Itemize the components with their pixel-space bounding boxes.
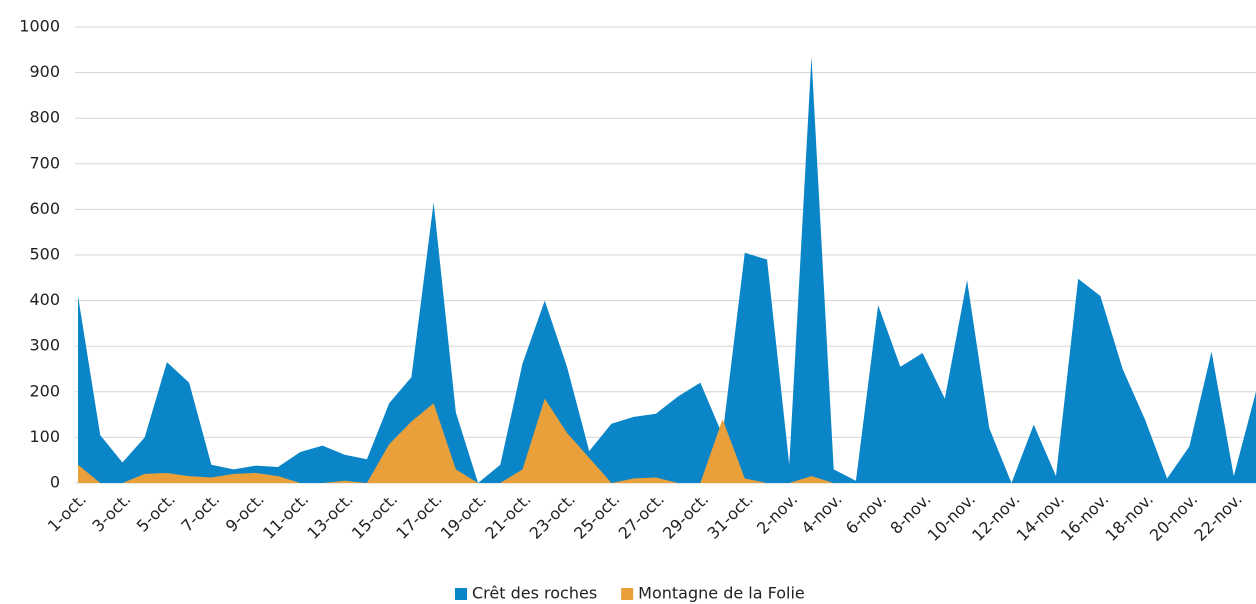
x-tick-label: 31-oct. — [704, 490, 757, 543]
y-tick-label: 700 — [29, 153, 60, 172]
legend-label: Montagne de la Folie — [638, 584, 805, 603]
y-tick-label: 800 — [29, 108, 60, 127]
x-tick-label: 3-oct. — [88, 490, 134, 536]
x-tick-label: 1-oct. — [44, 490, 90, 536]
x-tick-label: 18-nov. — [1101, 490, 1156, 545]
y-tick-label: 300 — [29, 336, 60, 355]
x-tick-label: 5-oct. — [133, 490, 179, 536]
x-tick-label: 25-oct. — [570, 490, 623, 543]
y-tick-label: 900 — [29, 62, 60, 81]
x-tick-label: 20-nov. — [1146, 490, 1201, 545]
y-tick-label: 0 — [50, 473, 60, 492]
x-tick-label: 21-oct. — [481, 490, 534, 543]
x-tick-label: 29-oct. — [659, 490, 712, 543]
x-tick-label: 12-nov. — [968, 490, 1023, 545]
x-tick-label: 15-oct. — [348, 490, 401, 543]
y-tick-label: 200 — [29, 381, 60, 400]
x-tick-label: 19-oct. — [437, 490, 490, 543]
x-tick-label: 14-nov. — [1013, 490, 1068, 545]
x-tick-label: 23-oct. — [526, 490, 579, 543]
y-tick-label: 100 — [29, 427, 60, 446]
x-tick-label: 10-nov. — [924, 490, 979, 545]
y-tick-label: 500 — [29, 245, 60, 264]
y-tick-label: 400 — [29, 290, 60, 309]
legend-label: Crêt des roches — [472, 584, 597, 603]
y-tick-label: 1000 — [19, 17, 60, 36]
x-tick-label: 4-nov. — [797, 490, 845, 538]
legend: Crêt des roches Montagne de la Folie — [455, 584, 805, 603]
area — [78, 56, 1256, 483]
x-tick-label: 27-oct. — [615, 490, 668, 543]
x-tick-label: 11-oct. — [259, 490, 312, 543]
x-tick-label: 17-oct. — [392, 490, 445, 543]
y-tick-label: 600 — [29, 199, 60, 218]
x-tick-label: 13-oct. — [303, 490, 356, 543]
x-tick-label: 16-nov. — [1057, 490, 1112, 545]
x-tick-label: 6-nov. — [842, 490, 890, 538]
x-tick-label: 7-oct. — [177, 490, 223, 536]
x-tick-label: 22-nov. — [1190, 490, 1245, 545]
legend-swatch — [621, 588, 634, 600]
x-tick-label: 2-nov. — [753, 490, 801, 538]
legend-swatch — [455, 588, 467, 600]
